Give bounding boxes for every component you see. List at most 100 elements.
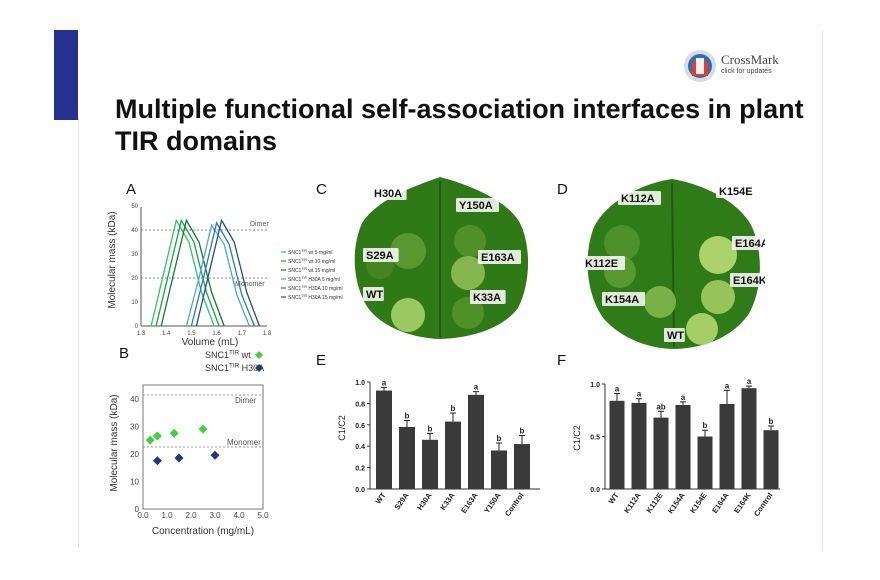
category-label: H30A	[415, 491, 434, 512]
significance-letter: b	[451, 404, 456, 413]
legend-rest: H30A 10 mg/ml	[307, 286, 343, 292]
data-point	[152, 431, 162, 441]
category-label: Control	[503, 491, 526, 518]
leaf-label-bg	[371, 186, 407, 200]
panel-a-xlabel: Volume (mL)	[182, 337, 239, 348]
panel-f-bars: a WT a K112A ab K112E a K154A b K154E a E164A a E164K…	[607, 377, 779, 518]
y-tick-label: 30	[131, 252, 138, 258]
panel-a-ylabel: Molecular mass (kDa)	[107, 211, 118, 308]
legend-base: SNC1	[205, 363, 229, 373]
leaf-label: WT	[366, 289, 383, 301]
legend-rest: H30A	[239, 363, 264, 373]
x-tick-label: 1.3	[137, 331, 146, 337]
legend-label: SNC1TIR wt 5 mg/ml	[288, 249, 333, 256]
legend-marker	[255, 351, 263, 359]
legend-label: SNC1TIR wt	[205, 349, 251, 360]
crossmark-logo[interactable]: CrossMark click for updates	[683, 46, 793, 86]
bar	[609, 400, 625, 489]
legend-superscript: TIR	[301, 267, 307, 271]
legend-label: SNC1TIR wt 15 mg/ml	[288, 267, 335, 274]
x-tick-label: 3.0	[209, 511, 221, 520]
panel-b-dimer-label: Dimer	[235, 396, 257, 405]
legend-superscript: TIR	[301, 294, 307, 298]
panel-a-yticks: 50 40 30 20 10 0	[131, 204, 138, 330]
legend-rest: wt 15 mg/ml	[307, 268, 335, 274]
y-tick-label: 0	[135, 324, 139, 330]
slide-divider	[78, 118, 79, 548]
significance-letter: a	[725, 381, 730, 390]
legend-label: SNC1TIR H30A 15 mg/ml	[288, 294, 343, 301]
legend-rest: wt 10 mg/ml	[307, 259, 335, 265]
leaf-label-bg	[716, 184, 759, 198]
leaf-label: K154A	[605, 294, 639, 306]
panel-e-label: E	[316, 352, 327, 369]
y-tick-label: 30	[130, 422, 139, 431]
data-point	[169, 428, 179, 438]
x-tick-label: 1.7	[238, 331, 247, 337]
panel-e-ylabel: C1/C2	[337, 415, 347, 441]
leaf-label: K33A	[473, 292, 501, 304]
y-tick-label: 0.4	[355, 444, 365, 451]
panel-f-label: F	[557, 352, 567, 369]
bar	[653, 417, 669, 489]
legend-superscript: TIR	[301, 258, 307, 262]
leaf-label-bg	[602, 292, 645, 306]
significance-letter: b	[703, 421, 708, 430]
legend-base: SNC1	[288, 295, 302, 301]
leaf-label-bg	[618, 191, 661, 205]
panel-c-leaf-photo: H30A Y150A S29A E163A WT K33A	[354, 177, 529, 339]
y-tick-label: 40	[131, 228, 138, 234]
y-tick-label: 0.0	[355, 487, 365, 494]
legend-base: SNC1	[288, 277, 302, 283]
category-label: K33A	[438, 491, 457, 512]
significance-letter: a	[637, 390, 642, 399]
x-tick-label: 0.0	[137, 511, 149, 520]
significance-letter: b	[405, 412, 410, 421]
panel-b-xlabel: Concentration (mg/mL)	[152, 526, 254, 537]
legend-superscript: TIR	[229, 362, 240, 369]
bar	[741, 388, 757, 489]
leaf-label-bg	[582, 256, 625, 270]
leaf-label: K112E	[585, 258, 618, 270]
significance-letter: a	[681, 393, 686, 402]
legend-base: SNC1	[288, 286, 302, 292]
crossmark-icon	[684, 50, 716, 82]
y-tick-label: 20	[130, 450, 139, 459]
category-label: WT	[607, 491, 621, 506]
panel-f-yticks: 1.0 0.5 0.0	[590, 382, 605, 494]
panel-a-dimer-label: Dimer	[250, 221, 269, 228]
data-point	[145, 435, 155, 445]
slide-accent-bar	[54, 30, 78, 120]
series-line	[160, 218, 225, 327]
panel-a-monomer-label: Monomer	[235, 281, 265, 288]
data-point	[210, 450, 220, 460]
slide-divider	[822, 30, 823, 550]
series-line	[155, 218, 220, 327]
leaf-label: K112A	[621, 193, 655, 205]
legend-base: SNC1	[288, 259, 302, 265]
x-tick-label: 4.0	[233, 511, 245, 520]
bar	[491, 450, 507, 489]
y-tick-label: 40	[130, 395, 139, 404]
legend-marker	[255, 364, 263, 372]
x-tick-label: 2.0	[185, 511, 197, 520]
x-tick-label: 5.0	[257, 511, 269, 520]
y-tick-label: 1.0	[355, 380, 365, 387]
significance-letter: b	[497, 434, 502, 443]
data-point	[152, 456, 162, 466]
slide-title: Multiple functional self-association int…	[115, 94, 804, 156]
category-label: K154A	[666, 491, 687, 516]
panel-e-bars: a WT b S29A b H30A b K33A a E163A b Y150A b Control	[374, 378, 530, 518]
bar	[697, 436, 713, 489]
leaf-label: E164K	[733, 275, 765, 287]
panel-c-label: C	[316, 181, 327, 198]
bar	[675, 405, 691, 489]
panel-a-xticks: 1.3 1.4 1.5 1.6 1.7 1.8	[137, 331, 272, 337]
panel-d-label: D	[557, 181, 568, 198]
x-tick-label: 1.6	[212, 331, 221, 337]
y-tick-label: 0.0	[590, 487, 600, 494]
leaf-label-bg	[470, 290, 506, 304]
bar	[514, 444, 530, 489]
legend-base: SNC1	[205, 350, 229, 360]
